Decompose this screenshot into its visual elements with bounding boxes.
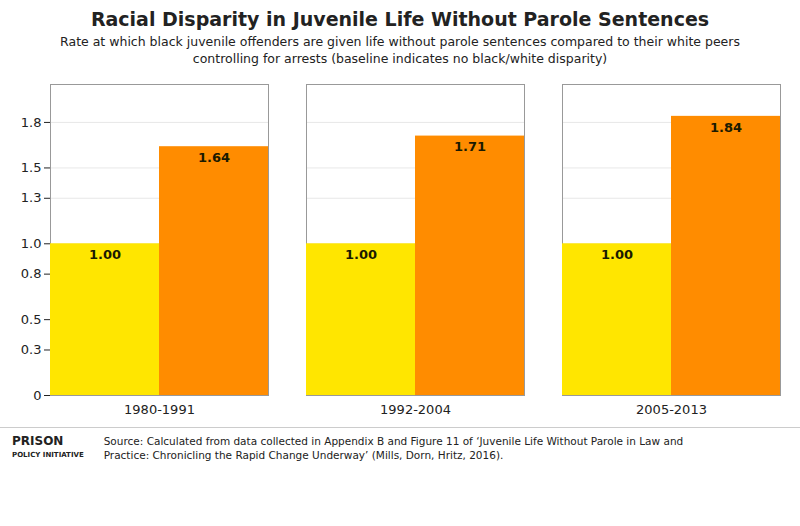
svg-text:0.5: 0.5 — [21, 312, 42, 327]
svg-text:1.84: 1.84 — [710, 119, 742, 134]
svg-text:0.3: 0.3 — [21, 342, 42, 357]
svg-text:1.5: 1.5 — [21, 160, 42, 175]
html-text:PRISON: PRISON — [12, 433, 64, 448]
svg-text:1.00: 1.00 — [345, 247, 377, 262]
svg-text:1.64: 1.64 — [198, 150, 230, 165]
svg-text:1.71: 1.71 — [454, 139, 486, 154]
svg-text:1.00: 1.00 — [89, 247, 121, 262]
html-text:Racial Disparity in Juvenile L: Racial Disparity in Juvenile Life Withou… — [90, 8, 710, 30]
svg-text:1.3: 1.3 — [21, 190, 42, 205]
svg-text:2005-2013: 2005-2013 — [636, 401, 707, 416]
html-text:Rate at which black juvenile o: Rate at which black juvenile offenders a… — [60, 34, 740, 66]
svg-text:1.8: 1.8 — [21, 114, 42, 129]
svg-text:0.8: 0.8 — [21, 266, 42, 281]
svg-text:1.00: 1.00 — [601, 247, 633, 262]
html-text:Source: Calculated from data c: Source: Calculated from data collected i… — [103, 434, 684, 462]
html-text:POLICY INITIATIVE: POLICY INITIATIVE — [12, 450, 84, 459]
svg-text:1980-1991: 1980-1991 — [124, 401, 195, 416]
svg-text:0: 0 — [33, 387, 41, 402]
svg-text:1992-2004: 1992-2004 — [380, 401, 451, 416]
svg-text:1.0: 1.0 — [21, 236, 42, 251]
